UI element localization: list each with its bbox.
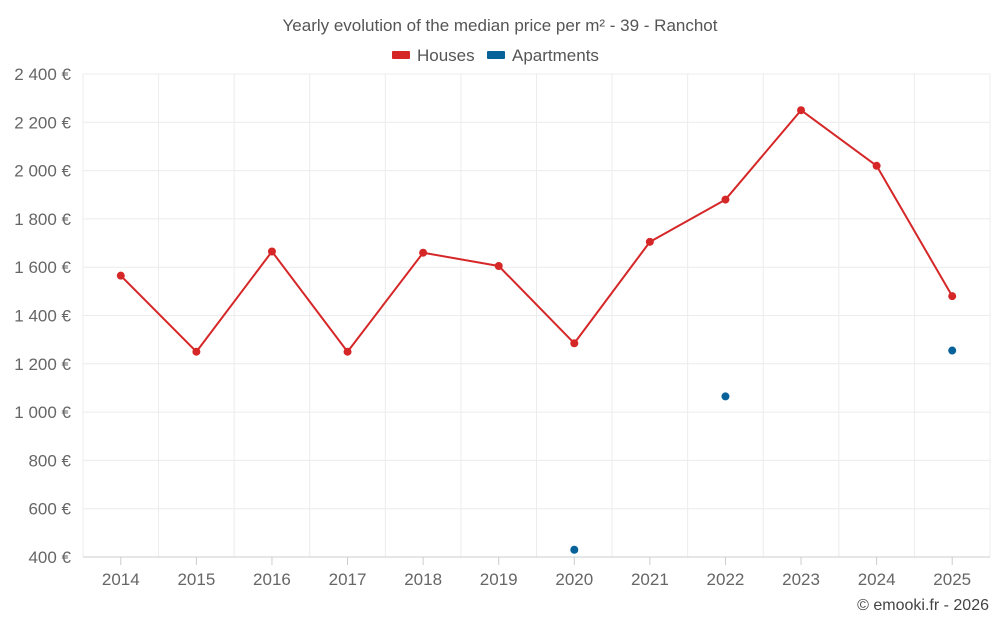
y-tick-label: 1 400 €: [14, 307, 71, 326]
data-point-houses[interactable]: [948, 292, 957, 301]
data-point-houses[interactable]: [116, 271, 125, 280]
y-tick-label: 2 000 €: [14, 162, 71, 181]
x-tick-label: 2022: [707, 570, 745, 589]
legend-swatch-apartments: [487, 51, 505, 59]
y-tick-label: 1 200 €: [14, 355, 71, 374]
x-tick-label: 2016: [253, 570, 291, 589]
series: [116, 106, 957, 554]
data-point-houses[interactable]: [419, 248, 428, 257]
legend: Houses Apartments: [392, 46, 599, 65]
y-tick-label: 800 €: [28, 451, 71, 470]
data-point-houses[interactable]: [192, 347, 201, 356]
data-point-houses[interactable]: [343, 347, 352, 356]
y-tick-label: 2 400 €: [14, 65, 71, 84]
y-tick-label: 1 000 €: [14, 403, 71, 422]
x-tick-label: 2017: [329, 570, 367, 589]
x-tick-label: 2019: [480, 570, 518, 589]
data-point-apartments[interactable]: [570, 545, 579, 554]
x-tick-label: 2025: [933, 570, 971, 589]
chart-title: Yearly evolution of the median price per…: [283, 16, 718, 35]
data-point-houses[interactable]: [872, 161, 881, 170]
data-point-houses[interactable]: [570, 339, 579, 348]
x-tick-label: 2015: [177, 570, 215, 589]
data-point-houses[interactable]: [494, 261, 503, 270]
grid: [82, 73, 991, 557]
data-point-houses[interactable]: [267, 247, 276, 256]
legend-label-houses: Houses: [417, 46, 475, 65]
x-tick-label: 2020: [555, 570, 593, 589]
x-tick-label: 2023: [782, 570, 820, 589]
x-tick-label: 2024: [858, 570, 896, 589]
legend-label-apartments: Apartments: [512, 46, 599, 65]
data-point-houses[interactable]: [797, 106, 806, 115]
y-tick-label: 2 200 €: [14, 113, 71, 132]
x-tick-label: 2018: [404, 570, 442, 589]
data-point-apartments[interactable]: [948, 346, 957, 355]
y-tick-label: 400 €: [28, 548, 71, 567]
x-tick-label: 2021: [631, 570, 669, 589]
credit-text: © emooki.fr - 2026: [857, 597, 989, 614]
data-point-houses[interactable]: [645, 237, 654, 246]
legend-item-houses[interactable]: Houses: [392, 46, 475, 65]
data-point-houses[interactable]: [721, 195, 730, 204]
y-tick-label: 600 €: [28, 500, 71, 519]
x-tick-label: 2014: [102, 570, 140, 589]
axes: 400 € 600 € 800 € 1 000 € 1 200 € 1 400 € 1 60…: [14, 65, 990, 589]
legend-swatch-houses: [392, 51, 410, 59]
legend-item-apartments[interactable]: Apartments: [487, 46, 599, 65]
data-point-apartments[interactable]: [721, 392, 730, 401]
series-line-houses: [120, 109, 954, 353]
y-tick-label: 1 800 €: [14, 210, 71, 229]
y-tick-label: 1 600 €: [14, 258, 71, 277]
